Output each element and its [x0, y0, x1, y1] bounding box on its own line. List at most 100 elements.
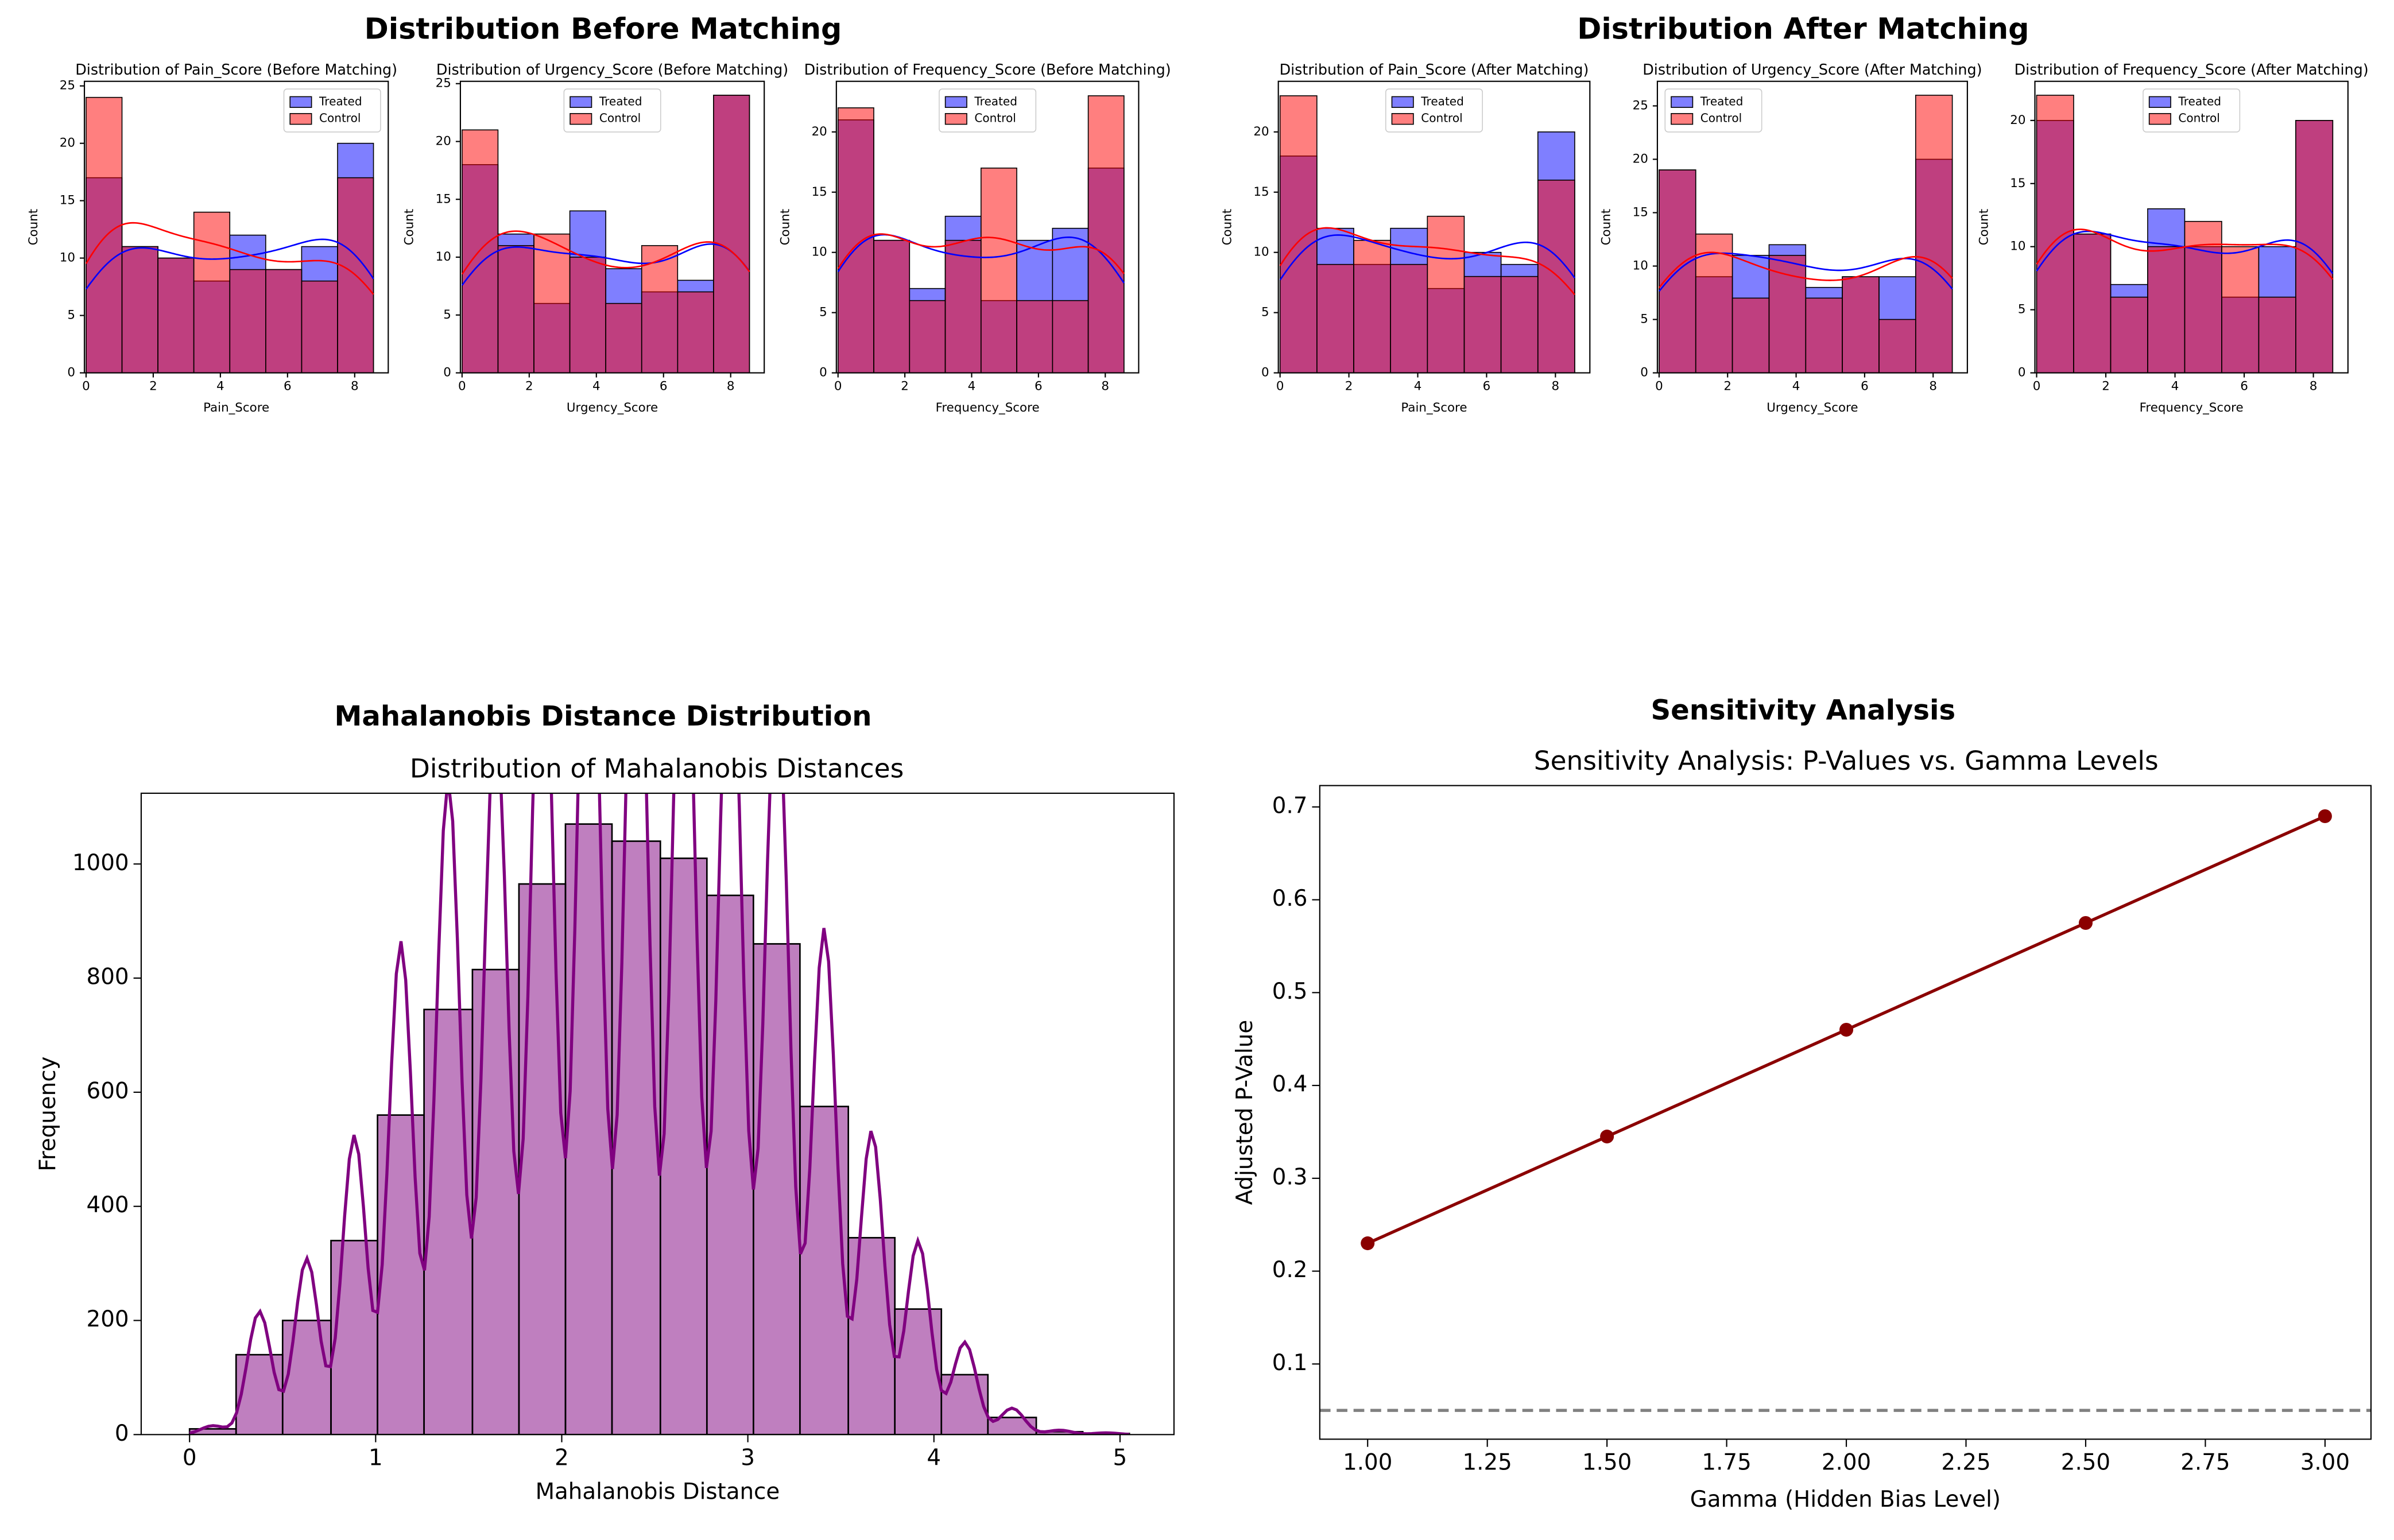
legend-label: Treated [599, 94, 642, 108]
kde-curve [1658, 251, 1953, 288]
histogram-bar [569, 257, 606, 373]
y-axis-label: Count [1220, 209, 1234, 245]
histogram-bar [1805, 297, 1843, 373]
histogram-bar [2295, 120, 2334, 373]
y-tick-label: 10 [812, 245, 827, 259]
histogram-bar [1768, 255, 1807, 373]
histogram-bar [1537, 179, 1575, 373]
histogram-bar [1016, 300, 1053, 373]
histogram-bar [377, 1114, 425, 1435]
histogram-bar [265, 269, 303, 373]
histogram-bar [2036, 95, 2074, 373]
histogram-bar [799, 1105, 849, 1435]
y-tick-label: 5 [1261, 305, 1269, 320]
y-tick-label: 0.5 [1272, 979, 1308, 1004]
legend-label: Control [1700, 111, 1742, 125]
chart-title: Mahalanobis Distance Distribution [334, 700, 871, 732]
chart-panel: Distribution of Frequency_Score (After M… [1977, 61, 2368, 415]
plot-area [85, 96, 374, 373]
plot-area [837, 95, 1125, 373]
kde-curve [461, 230, 750, 275]
histogram-bar [940, 1374, 989, 1435]
histogram-bar [1731, 297, 1770, 373]
histogram-bar [1427, 215, 1465, 373]
y-tick-label: 0 [819, 366, 827, 380]
histogram-bar [1279, 95, 1318, 373]
histogram-bar [330, 1240, 378, 1435]
histogram-bar [1463, 276, 1502, 373]
y-tick-label: 0 [67, 366, 75, 380]
legend-swatch [2148, 96, 2171, 108]
histogram-bar [301, 280, 338, 373]
histogram-bar [86, 96, 123, 373]
y-tick-label: 0 [1261, 366, 1269, 380]
kde-curve [1279, 234, 1576, 281]
x-tick-label: 3 [741, 1445, 755, 1471]
histogram-bar [2147, 246, 2186, 373]
histogram-bar [2221, 246, 2260, 373]
y-axis-label: Count [402, 209, 417, 245]
histogram-bar [229, 269, 266, 373]
y-tick-label: 5 [443, 308, 451, 322]
legend-swatch [1391, 96, 1414, 108]
legend-swatch [944, 96, 967, 108]
y-axis-label: Frequency [35, 1057, 61, 1172]
histogram-bar [847, 1237, 896, 1435]
axes-frame [835, 80, 1140, 374]
y-tick-label: 5 [1640, 312, 1648, 327]
x-axis-label: Urgency_Score [1767, 401, 1858, 415]
x-tick-label: 6 [284, 379, 292, 394]
plot-area [188, 793, 1130, 1435]
chart-panel: Mahalanobis Distance Distribution Distrib… [35, 700, 1175, 1504]
x-tick-label: 4 [927, 1445, 941, 1471]
y-tick-label: 0 [2018, 366, 2026, 380]
y-tick-label: 1000 [72, 850, 129, 876]
y-axis-label: Adjusted P-Value [1232, 1020, 1258, 1205]
section-heading: Distribution After Matching [1577, 11, 2029, 45]
x-tick-label: 2 [525, 379, 533, 394]
histogram-bar [423, 1008, 474, 1435]
chart-title: Distribution of Pain_Score (Before Match… [75, 61, 397, 78]
axes-frame [2034, 80, 2349, 374]
histogram-bar [2258, 296, 2296, 373]
x-tick-label: 8 [1552, 379, 1560, 394]
histogram-bar [1695, 233, 1733, 373]
x-tick-label: 0 [458, 379, 466, 394]
y-tick-label: 200 [87, 1306, 129, 1332]
x-tick-label: 6 [660, 379, 668, 394]
x-tick-label: 6 [2240, 379, 2248, 394]
histogram-bar [157, 257, 195, 373]
histogram-bar [713, 95, 750, 373]
y-tick-label: 25 [436, 76, 451, 91]
x-tick-label: 8 [1929, 379, 1937, 394]
x-tick-label: 6 [1861, 379, 1869, 394]
histogram-bar [677, 291, 714, 373]
legend-swatch [289, 96, 312, 108]
kde-curve [85, 238, 374, 290]
x-tick-label: 2.50 [2061, 1450, 2110, 1476]
histogram-bar [2073, 233, 2112, 373]
histogram-bar [909, 300, 946, 373]
x-tick-label: 4 [1414, 379, 1422, 394]
x-tick-label: 5 [1113, 1445, 1128, 1471]
x-tick-label: 0 [1655, 379, 1663, 394]
y-tick-label: 0.1 [1272, 1350, 1308, 1376]
x-tick-label: 6 [1483, 379, 1491, 394]
chart-title: Distribution of Frequency_Score (After M… [2015, 61, 2369, 78]
kde-curve [837, 233, 1125, 274]
x-axis-label: Urgency_Score [567, 401, 658, 415]
chart-panel: Sensitivity Analysis Sensitivity Analysis… [1232, 694, 2372, 1512]
histogram-bar [980, 167, 1017, 373]
legend-label: Control [1421, 111, 1462, 125]
histogram-bar [605, 302, 642, 373]
y-tick-label: 25 [60, 79, 75, 93]
x-tick-label: 4 [592, 379, 601, 394]
x-axis-label: Pain_Score [1401, 401, 1467, 415]
histogram-bar [753, 943, 801, 1435]
histogram-bar [1500, 276, 1539, 373]
y-tick-label: 600 [87, 1078, 129, 1104]
x-tick-label: 8 [2310, 379, 2318, 394]
x-axis-label: Frequency_Score [2140, 401, 2244, 415]
y-tick-label: 15 [2010, 176, 2025, 191]
axes-frame [83, 80, 389, 374]
